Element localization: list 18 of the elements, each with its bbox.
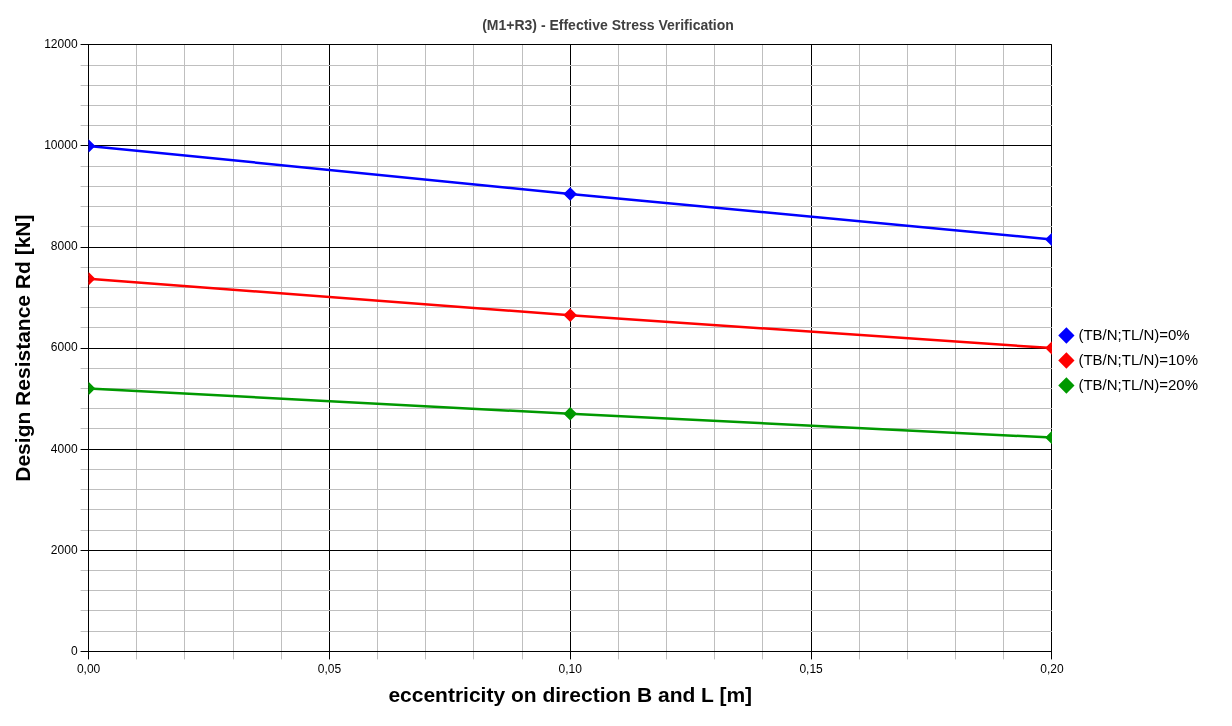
y-tick-label: 0 xyxy=(70,643,78,658)
legend-label: (TB/N;TL/N)=10% xyxy=(1078,350,1199,368)
x-tick-label: 0,15 xyxy=(799,661,824,676)
x-tick-label: 0,00 xyxy=(76,661,101,676)
y-tick-label: 12000 xyxy=(44,37,78,52)
y-tick-label: 2000 xyxy=(50,542,78,557)
x-tick-label: 0,10 xyxy=(558,661,583,676)
chart-title: (M1+R3) - Effective Stress Verification xyxy=(482,17,734,34)
legend-label: (TB/N;TL/N)=0% xyxy=(1078,325,1190,343)
legend-label: (TB/N;TL/N)=20% xyxy=(1078,375,1199,393)
x-tick-label: 0,05 xyxy=(317,661,342,676)
y-tick-label: 6000 xyxy=(50,340,78,355)
y-axis-title: Design Resistance Rd [kN] xyxy=(11,214,35,482)
x-axis-title: eccentricity on direction B and L [m] xyxy=(388,683,753,707)
y-tick-label: 10000 xyxy=(44,138,78,153)
y-tick-label: 4000 xyxy=(50,441,78,456)
x-tick-label: 0,20 xyxy=(1040,661,1064,676)
y-tick-label: 8000 xyxy=(50,239,78,254)
